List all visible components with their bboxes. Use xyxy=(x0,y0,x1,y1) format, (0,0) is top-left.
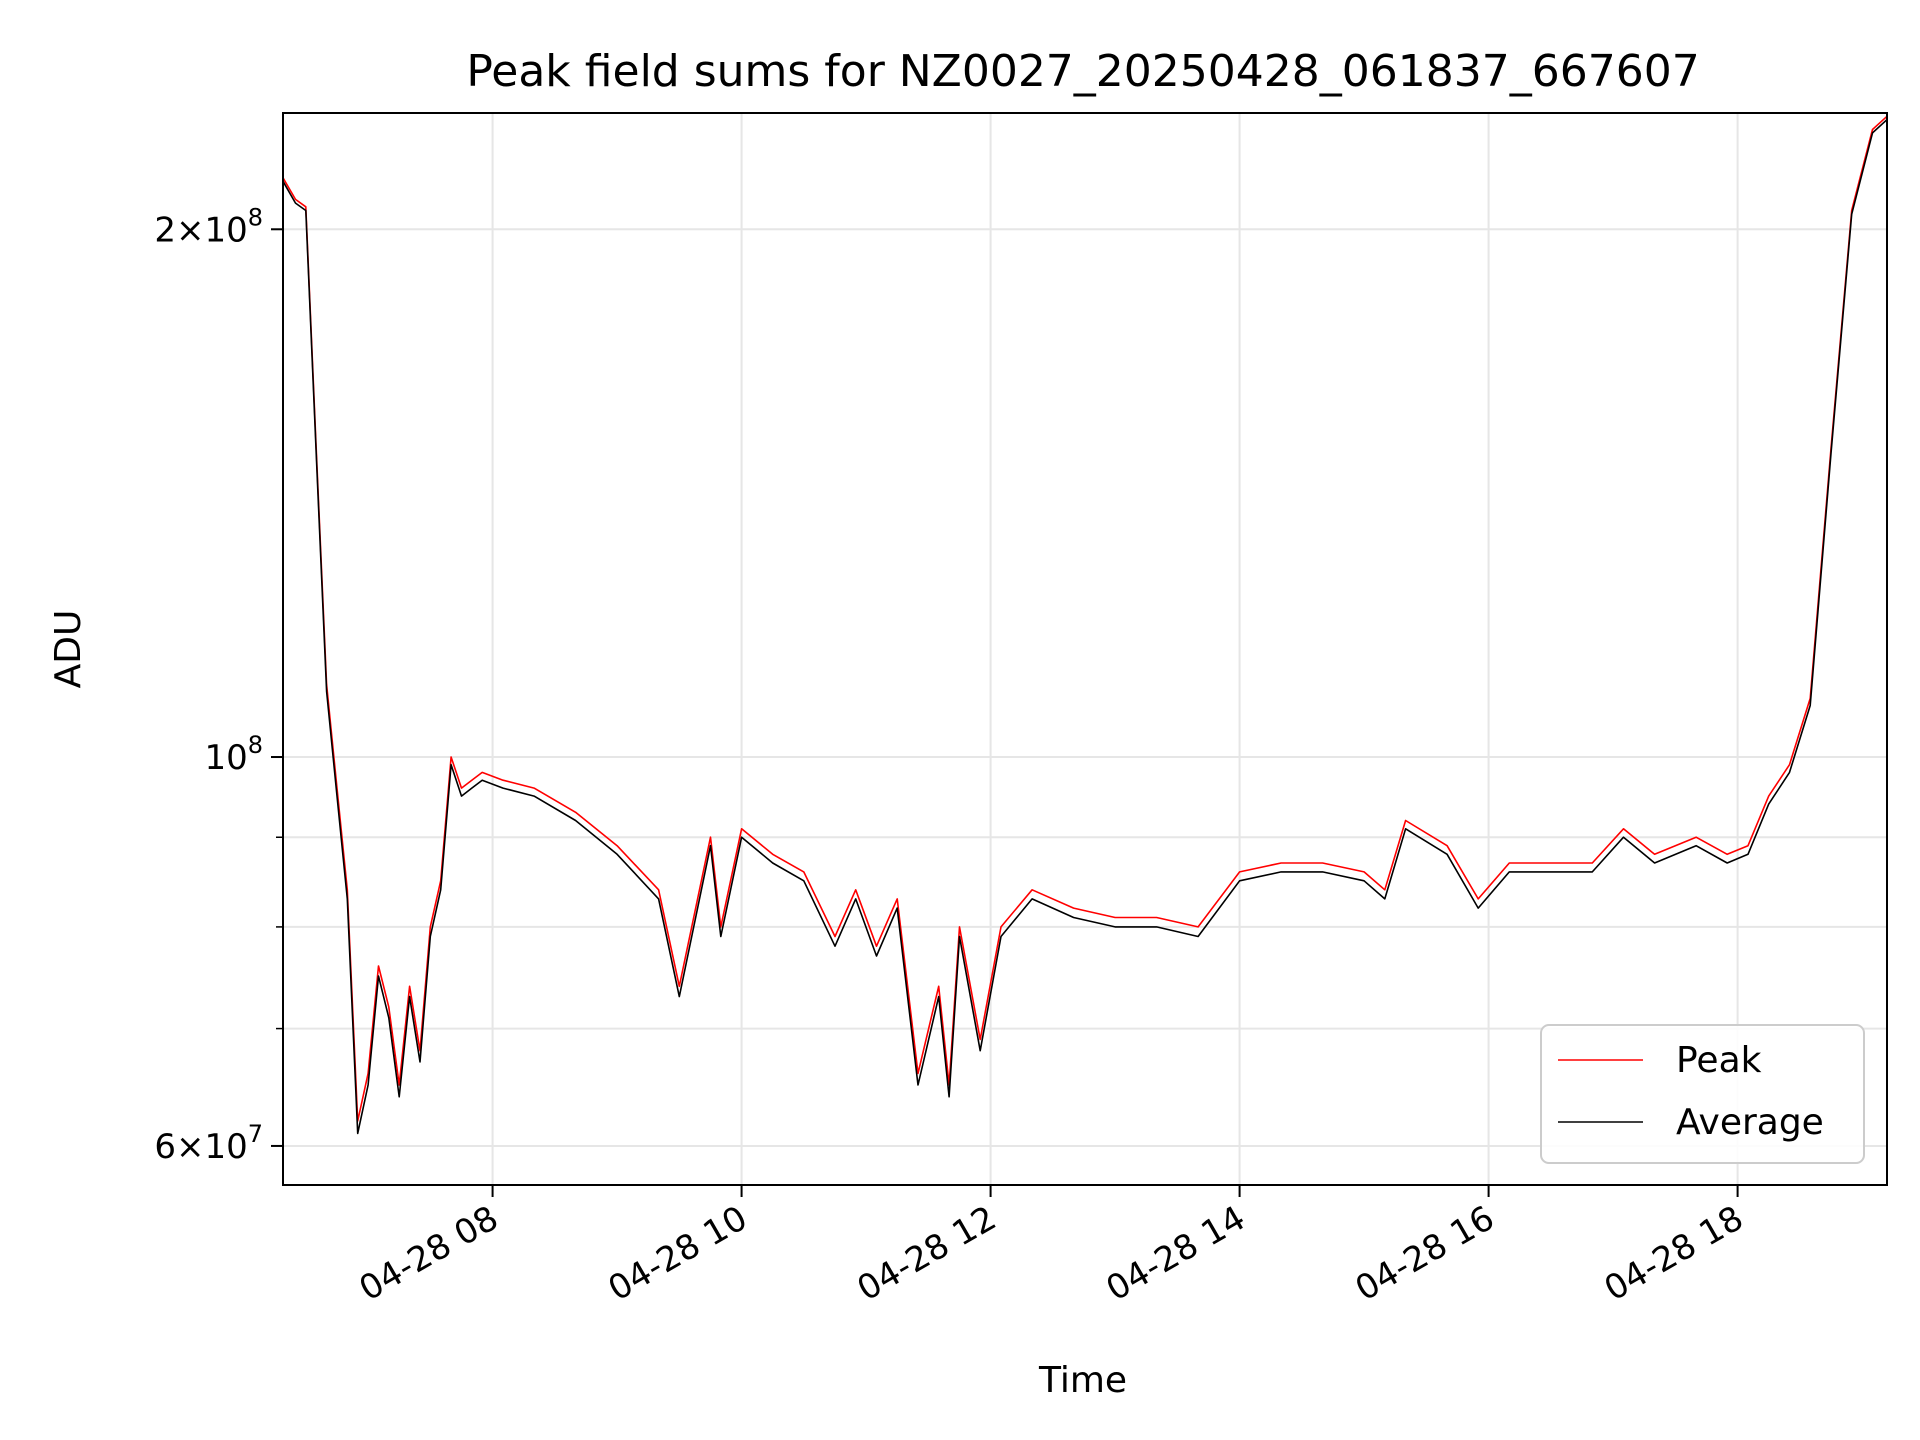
y-axis-ticks: 6×107 108 2×108 xyxy=(154,203,283,1167)
y-tick-label: 108 xyxy=(204,731,263,778)
series-line-peak xyxy=(282,115,1888,1122)
x-axis-label: Time xyxy=(1038,1360,1127,1401)
legend-label-average: Average xyxy=(1676,1102,1824,1143)
plot-frame xyxy=(282,112,1888,1186)
y-axis-label: ADU xyxy=(48,610,89,689)
y-tick-label: 2×108 xyxy=(154,203,263,250)
chart-title: Peak field sums for NZ0027_20250428_0618… xyxy=(466,46,1699,97)
legend-label-peak: Peak xyxy=(1676,1040,1762,1081)
y-tick-label: 6×107 xyxy=(154,1120,263,1167)
series-line-average xyxy=(282,119,1888,1135)
legend: Peak Average xyxy=(1540,1024,1865,1164)
series-lines xyxy=(282,115,1888,1135)
